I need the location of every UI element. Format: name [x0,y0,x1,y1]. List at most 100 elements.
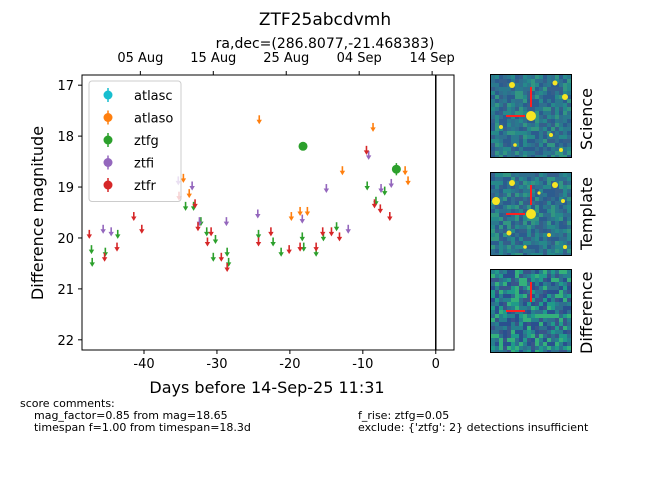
thumb-pixel [551,249,555,253]
star [552,80,558,86]
thumb-pixel [523,79,527,83]
series-atlaso [180,115,411,222]
thumb-pixel [519,119,523,123]
thumb-pixel [555,274,559,278]
thumb-pixel [547,107,551,111]
thumb-pixel [543,350,547,352]
thumb-pixel [491,241,495,245]
thumb-pixel [519,135,523,139]
thumb-pixel [523,155,527,157]
thumb-pixel [495,350,499,352]
thumb-pixel [547,237,551,241]
thumb-pixel [523,177,527,181]
thumb-pixel [567,205,571,209]
thumb-pixel [539,334,543,338]
thumb-pixel [519,75,523,79]
thumb-pixel [507,79,511,83]
thumb-pixel [495,155,499,157]
thumb-pixel [499,95,503,99]
thumb-pixel [551,115,555,119]
thumb-pixel [515,209,519,213]
thumb-pixel [491,151,495,155]
thumb-pixel [539,225,543,229]
thumb-pixel [547,318,551,322]
thumb-pixel [551,350,555,352]
thumb-pixel [555,298,559,302]
thumb-pixel [567,314,571,318]
thumb-pixel [543,139,547,143]
thumb-pixel [535,107,539,111]
thumb-pixel [563,119,567,123]
thumb-pixel [535,342,539,346]
thumb-pixel [531,173,535,177]
thumb-pixel [495,229,499,233]
thumb-pixel [547,298,551,302]
thumb-pixel [543,217,547,221]
thumb-pixel [559,245,563,249]
thumb-pixel [535,233,539,237]
thumb-pixel [539,123,543,127]
thumb-pixel [543,91,547,95]
thumb-pixel [559,91,563,95]
thumb-pixel [527,302,531,306]
thumb-pixel [547,205,551,209]
thumb-pixel [563,346,567,350]
thumb-pixel [539,342,543,346]
thumb-pixel [539,241,543,245]
thumb-pixel [523,270,527,274]
thumb-pixel [507,107,511,111]
thumb-pixel [555,151,559,155]
thumb-pixel [511,185,515,189]
thumb-pixel [559,221,563,225]
thumb-pixel [551,330,555,334]
thumb-pixel [555,209,559,213]
thumb-pixel [539,310,543,314]
thumb-pixel [491,95,495,99]
thumb-pixel [551,119,555,123]
thumb-pixel [495,274,499,278]
thumb-pixel [523,189,527,193]
thumb-pixel [563,326,567,330]
thumb-pixel [511,197,515,201]
thumb-pixel [499,302,503,306]
thumb-pixel [543,322,547,326]
thumb-pixel [527,294,531,298]
thumb-pixel [555,107,559,111]
thumb-pixel [567,213,571,217]
thumb-pixel [547,338,551,342]
thumb-pixel [547,322,551,326]
thumb-pixel [531,155,535,157]
template-thumbnail [490,172,572,256]
thumb-pixel [563,79,567,83]
thumb-pixel [547,151,551,155]
thumb-pixel [527,314,531,318]
thumb-pixel [547,87,551,91]
thumb-pixel [515,338,519,342]
thumb-pixel [495,185,499,189]
thumb-pixel [531,290,535,294]
thumb-pixel [555,282,559,286]
thumb-pixel [511,75,515,79]
difference-label: Difference [577,271,596,354]
thumb-pixel [543,213,547,217]
thumb-pixel [519,241,523,245]
thumb-pixel [491,107,495,111]
thumb-pixel [495,282,499,286]
upper-limit-arrow [108,231,114,237]
thumb-pixel [503,274,507,278]
thumb-pixel [523,233,527,237]
thumb-pixel [555,111,559,115]
thumb-pixel [523,205,527,209]
thumb-pixel [543,278,547,282]
thumb-pixel [543,79,547,83]
thumb-pixel [563,87,567,91]
thumb-pixel [567,217,571,221]
upper-limit-arrow [377,208,384,214]
score-comment-line: exclude: {'ztfg': 2} detections insuffic… [358,421,589,434]
thumb-pixel [491,217,495,221]
thumb-pixel [559,334,563,338]
thumb-pixel [567,123,571,127]
thumb-pixel [523,103,527,107]
thumb-pixel [511,253,515,255]
thumb-pixel [495,107,499,111]
